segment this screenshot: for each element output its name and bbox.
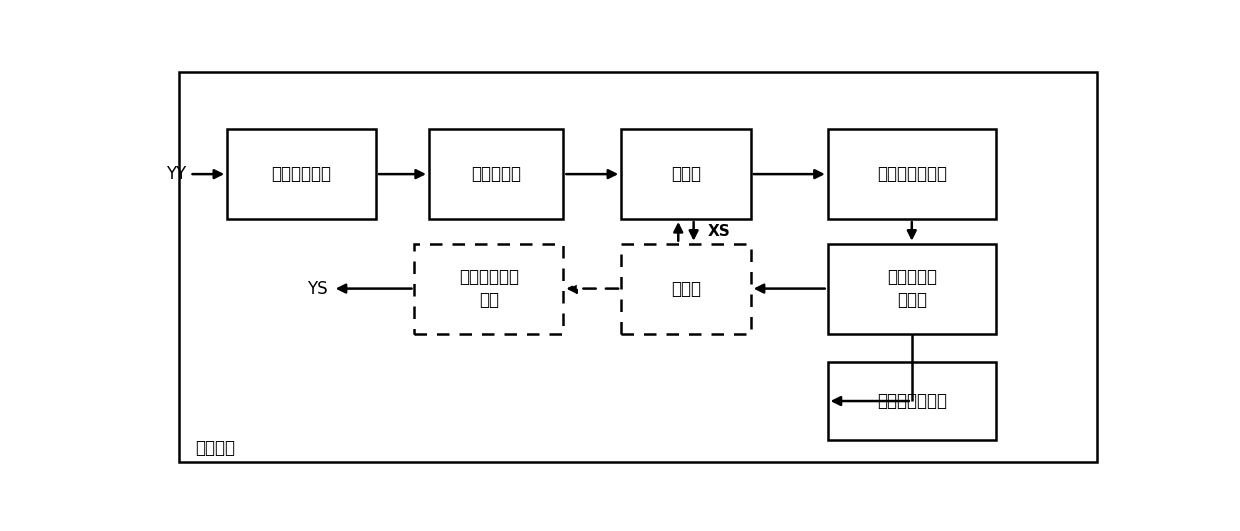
Bar: [828, 129, 996, 219]
Text: 调制器: 调制器: [671, 280, 701, 297]
Text: YS: YS: [308, 280, 327, 297]
Bar: [621, 129, 751, 219]
Text: 偶极子补偿
控制器: 偶极子补偿 控制器: [887, 269, 936, 309]
Text: 检测回路: 检测回路: [196, 439, 236, 457]
Text: 解调器: 解调器: [671, 165, 701, 183]
Text: 第一低通滤波器: 第一低通滤波器: [877, 165, 947, 183]
Bar: [227, 129, 376, 219]
Text: 第二低通滤波器: 第二低通滤波器: [877, 392, 947, 410]
Bar: [429, 129, 563, 219]
Text: 前级放大接口: 前级放大接口: [272, 165, 331, 183]
Text: 次级放大器: 次级放大器: [471, 165, 521, 183]
Bar: [414, 244, 563, 333]
Bar: [828, 362, 996, 440]
Bar: [621, 244, 751, 333]
Text: 直流信号叠加
装置: 直流信号叠加 装置: [459, 269, 520, 309]
Text: XS: XS: [708, 224, 730, 239]
Bar: [828, 244, 996, 333]
Text: YY: YY: [166, 165, 187, 183]
